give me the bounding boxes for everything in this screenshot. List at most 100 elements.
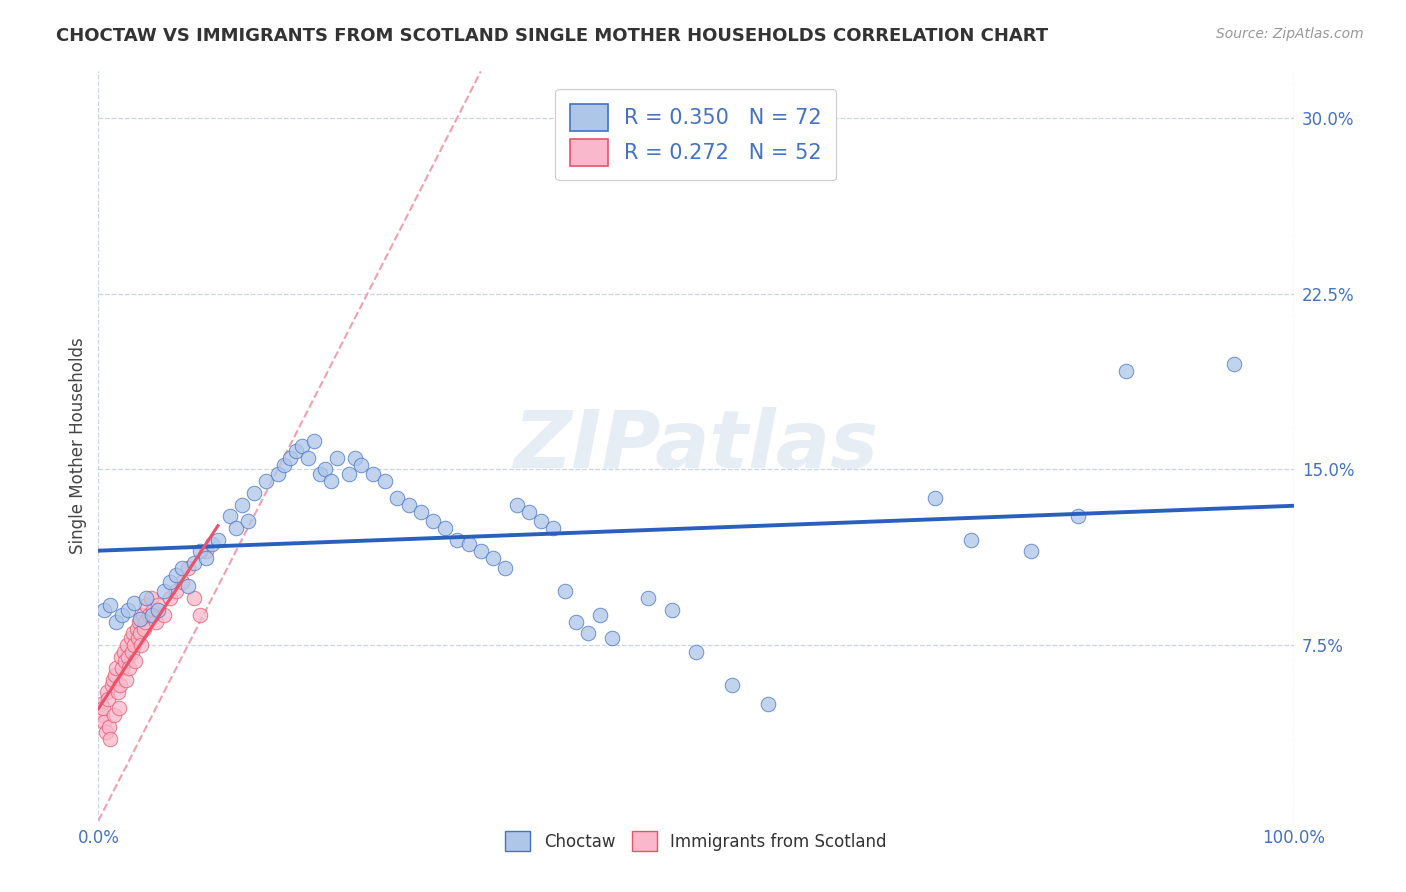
Point <box>129 626 152 640</box>
Point <box>134 615 156 629</box>
Point <box>114 655 136 669</box>
Point <box>131 638 153 652</box>
Point <box>172 574 194 589</box>
Point <box>96 685 118 699</box>
Point <box>115 673 138 688</box>
Point <box>183 591 205 606</box>
Point <box>177 580 200 594</box>
Point <box>363 467 385 482</box>
Text: ZIPatlas: ZIPatlas <box>513 407 879 485</box>
Point <box>302 434 325 449</box>
Point <box>530 514 553 528</box>
Point <box>148 599 170 613</box>
Point <box>165 584 187 599</box>
Point <box>756 697 779 711</box>
Point <box>145 615 167 629</box>
Legend: Choctaw, Immigrants from Scotland: Choctaw, Immigrants from Scotland <box>499 825 893 857</box>
Point <box>124 655 146 669</box>
Point <box>225 521 247 535</box>
Point <box>172 561 194 575</box>
Point <box>124 638 146 652</box>
Point <box>132 622 155 636</box>
Point <box>101 673 124 688</box>
Point <box>398 498 420 512</box>
Point <box>685 645 707 659</box>
Point <box>602 631 624 645</box>
Point <box>446 533 468 547</box>
Point <box>111 661 134 675</box>
Point <box>117 603 139 617</box>
Point <box>183 556 205 570</box>
Point <box>115 638 138 652</box>
Point <box>122 626 145 640</box>
Point <box>385 491 409 505</box>
Y-axis label: Single Mother Households: Single Mother Households <box>69 338 87 554</box>
Point <box>153 607 176 622</box>
Point <box>273 458 295 472</box>
Point <box>107 685 129 699</box>
Point <box>94 724 117 739</box>
Point <box>219 509 242 524</box>
Point <box>517 505 540 519</box>
Text: CHOCTAW VS IMMIGRANTS FROM SCOTLAND SINGLE MOTHER HOUSEHOLDS CORRELATION CHART: CHOCTAW VS IMMIGRANTS FROM SCOTLAND SING… <box>56 27 1049 45</box>
Point <box>98 731 122 746</box>
Point <box>422 514 444 528</box>
Point <box>100 678 122 692</box>
Point <box>127 631 149 645</box>
Point <box>1067 509 1090 524</box>
Point <box>339 467 361 482</box>
Point <box>960 533 983 547</box>
Point <box>120 631 142 645</box>
Point <box>165 567 187 582</box>
Point <box>315 462 337 476</box>
Point <box>565 615 588 629</box>
Point <box>506 498 529 512</box>
Point <box>470 544 492 558</box>
Point <box>159 591 181 606</box>
Point <box>135 599 157 613</box>
Point <box>637 591 659 606</box>
Point <box>128 615 150 629</box>
Point <box>105 661 128 675</box>
Point <box>207 533 229 547</box>
Point <box>177 561 200 575</box>
Point <box>578 626 600 640</box>
Point <box>107 701 129 715</box>
Point <box>721 678 744 692</box>
Point <box>91 701 114 715</box>
Point <box>110 649 132 664</box>
Point <box>297 450 319 465</box>
Point <box>131 607 153 622</box>
Point <box>201 537 224 551</box>
Point <box>124 596 146 610</box>
Point <box>117 649 139 664</box>
Point <box>125 622 148 636</box>
Point <box>924 491 946 505</box>
Point <box>135 591 157 606</box>
Point <box>411 505 433 519</box>
Point <box>91 708 114 723</box>
Point <box>138 607 160 622</box>
Point <box>90 697 112 711</box>
Point <box>108 678 131 692</box>
Point <box>236 514 259 528</box>
Point <box>195 551 218 566</box>
Point <box>121 645 143 659</box>
Point <box>458 537 481 551</box>
Point <box>374 474 396 488</box>
Point <box>111 607 134 622</box>
Point <box>1223 357 1246 371</box>
Point <box>1019 544 1042 558</box>
Point <box>308 467 330 482</box>
Point <box>350 458 373 472</box>
Point <box>243 485 266 500</box>
Point <box>159 574 181 589</box>
Point <box>103 708 125 723</box>
Point <box>541 521 564 535</box>
Point <box>554 584 576 599</box>
Point <box>195 544 218 558</box>
Point <box>481 551 505 566</box>
Point <box>142 603 165 617</box>
Point <box>1115 364 1137 378</box>
Point <box>93 715 115 730</box>
